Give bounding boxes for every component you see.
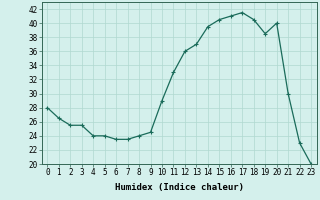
X-axis label: Humidex (Indice chaleur): Humidex (Indice chaleur) [115, 183, 244, 192]
